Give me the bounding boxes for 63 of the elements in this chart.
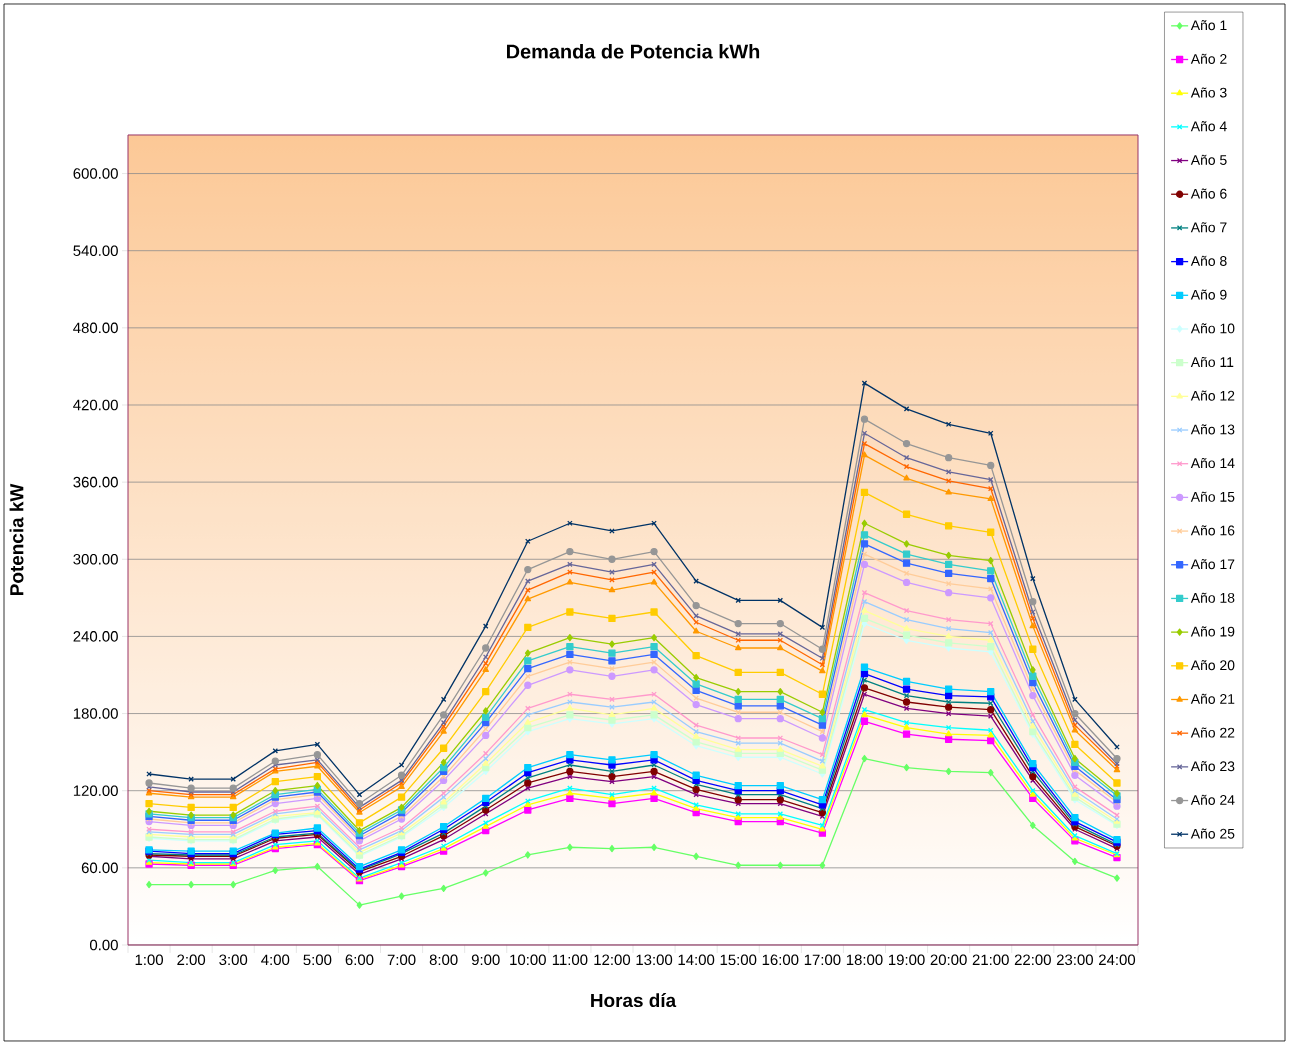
legend-label: Año 20 xyxy=(1190,660,1235,671)
x-tick-label: 3:00 xyxy=(219,954,248,966)
y-tick-label: 180.00 xyxy=(73,708,118,719)
x-tick-label: 6:00 xyxy=(345,954,374,966)
legend-label: Año 11 xyxy=(1190,356,1234,368)
legend-label: Año 14 xyxy=(1190,457,1235,469)
x-tick-label: 1:00 xyxy=(135,954,163,966)
x-tick-label: 8:00 xyxy=(429,954,458,966)
x-axis-title: Horas día xyxy=(591,993,677,1008)
legend-label: Año 24 xyxy=(1190,794,1235,805)
legend-label: Año 1 xyxy=(1190,20,1227,31)
legend-label: Año 23 xyxy=(1190,761,1235,772)
legend-label: Año 18 xyxy=(1190,592,1235,603)
x-tick-label: 20:00 xyxy=(930,954,967,966)
legend-label: Año 21 xyxy=(1190,693,1235,704)
x-tick-label: 7:00 xyxy=(387,954,416,966)
y-tick-label: 240.00 xyxy=(73,631,118,642)
x-tick-label: 5:00 xyxy=(303,954,332,966)
legend-label: Año 6 xyxy=(1190,188,1227,199)
x-tick-label: 11:00 xyxy=(552,954,588,966)
y-tick-label: 60.00 xyxy=(81,862,118,874)
x-tick-label: 4:00 xyxy=(261,954,290,966)
x-tick-label: 17:00 xyxy=(804,954,841,966)
legend-label: Año 5 xyxy=(1190,154,1227,165)
x-tick-label: 21:00 xyxy=(972,954,1009,966)
y-tick-label: 540.00 xyxy=(73,245,118,256)
y-axis-title: Potencia kW xyxy=(9,483,24,595)
legend-label: Año 4 xyxy=(1190,121,1227,132)
y-tick-label: 120.00 xyxy=(73,785,118,796)
x-tick-label: 23:00 xyxy=(1056,954,1093,966)
legend-label: Año 15 xyxy=(1190,491,1235,502)
x-tick-label: 13:00 xyxy=(636,954,673,966)
legend-label: Año 17 xyxy=(1190,559,1235,570)
x-tick-label: 2:00 xyxy=(177,954,206,966)
legend-label: Año 7 xyxy=(1190,222,1227,233)
x-tick-label: 24:00 xyxy=(1099,954,1136,966)
legend-label: Año 10 xyxy=(1190,323,1235,334)
y-tick-label: 600.00 xyxy=(73,168,118,179)
chart-title: Demanda de Potencia kWh xyxy=(507,43,760,59)
legend-label: Año 19 xyxy=(1190,626,1235,637)
legend-label: Año 13 xyxy=(1190,424,1235,435)
legend-label: Año 16 xyxy=(1190,525,1235,536)
x-tick-label: 14:00 xyxy=(678,954,715,966)
x-tick-label: 9:00 xyxy=(471,954,500,966)
legend-label: Año 9 xyxy=(1190,289,1227,300)
y-tick-label: 420.00 xyxy=(73,399,118,411)
x-tick-label: 16:00 xyxy=(762,954,799,966)
legend-label: Año 3 xyxy=(1190,87,1227,98)
legend-label: Año 8 xyxy=(1190,255,1227,266)
y-tick-label: 480.00 xyxy=(73,322,118,334)
x-tick-label: 18:00 xyxy=(846,954,883,966)
x-tick-label: 12:00 xyxy=(594,954,631,966)
x-tick-label: 10:00 xyxy=(510,954,546,966)
x-tick-label: 22:00 xyxy=(1014,954,1051,966)
x-tick-label: 19:00 xyxy=(888,954,925,966)
x-tick-label: 15:00 xyxy=(720,954,757,966)
legend-label: Año 25 xyxy=(1190,828,1235,839)
y-tick-label: 300.00 xyxy=(73,553,118,565)
y-tick-label: 360.00 xyxy=(73,476,118,488)
legend-label: Año 22 xyxy=(1190,727,1235,738)
legend-label: Año 12 xyxy=(1190,390,1235,401)
legend-label: Año 2 xyxy=(1190,53,1227,64)
y-tick-label: 0.00 xyxy=(89,939,118,951)
